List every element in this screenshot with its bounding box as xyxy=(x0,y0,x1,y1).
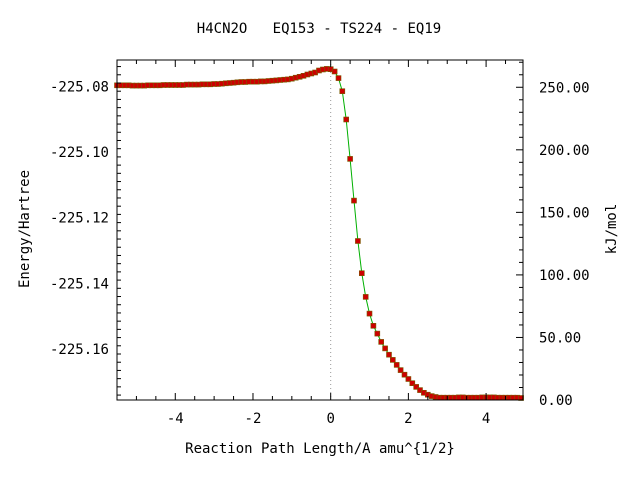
y2-tick-label: 50.00 xyxy=(539,330,581,346)
data-point-75 xyxy=(405,376,412,382)
y2-axis-ticks: 250.00 200.00 150.00 100.00 50.00 0.00 xyxy=(516,61,590,409)
data-point-63 xyxy=(358,270,365,277)
data-point-72 xyxy=(393,362,400,368)
y-axis-label: Energy/Hartree xyxy=(17,170,33,288)
data-point-57 xyxy=(335,75,342,81)
data-point-62 xyxy=(355,238,361,244)
data-point-68 xyxy=(378,339,385,345)
y-tick-label: -225.16 xyxy=(50,342,109,358)
y-tick-label: -225.12 xyxy=(50,211,109,227)
x-axis-label: Reaction Path Length/A amu^{1/2} xyxy=(185,441,455,457)
data-point-61 xyxy=(351,197,357,204)
data-point-73 xyxy=(397,367,404,373)
energy-curve-layer xyxy=(117,68,522,399)
data-point-layer xyxy=(114,66,524,401)
plot-frame xyxy=(116,59,524,401)
data-point-77 xyxy=(413,384,420,390)
data-point-74 xyxy=(401,371,408,378)
data-point-67 xyxy=(374,330,381,337)
energy-curve-line xyxy=(117,68,522,399)
y-tick-label: -225.10 xyxy=(50,145,109,161)
x-tick-label: -2 xyxy=(245,411,262,427)
data-point-59 xyxy=(343,116,350,123)
data-point-65 xyxy=(366,310,373,317)
x-tick-label: 4 xyxy=(482,411,490,427)
y2-tick-label: 0.00 xyxy=(539,393,573,409)
data-point-60 xyxy=(347,156,353,162)
data-point-64 xyxy=(362,294,369,300)
y2-tick-label: 250.00 xyxy=(539,80,590,96)
y2-tick-label: 200.00 xyxy=(539,143,590,159)
x-axis-ticks: -4 -2 0 2 4 xyxy=(116,60,507,427)
y2-tick-label: 100.00 xyxy=(539,268,590,284)
y2-tick-label: 150.00 xyxy=(539,205,590,221)
data-point-69 xyxy=(382,345,388,352)
data-point-66 xyxy=(370,322,377,329)
y2-axis-label: kJ/mol xyxy=(604,204,620,255)
data-point-56 xyxy=(331,68,338,75)
data-point-76 xyxy=(409,380,416,387)
data-point-70 xyxy=(386,351,392,358)
chart-title: H4CN2O EQ153 - TS224 - EQ19 xyxy=(197,21,441,37)
x-tick-label: 0 xyxy=(326,411,334,427)
y-tick-label: -225.14 xyxy=(50,276,109,292)
data-point-71 xyxy=(389,357,396,363)
y-tick-label: -225.08 xyxy=(50,79,109,95)
y-axis-ticks: -225.08 -225.10 -225.12 -225.14 -225.16 xyxy=(50,66,121,396)
data-point-58 xyxy=(339,88,346,94)
x-tick-label: 2 xyxy=(404,411,412,427)
x-tick-label: -4 xyxy=(167,411,184,427)
